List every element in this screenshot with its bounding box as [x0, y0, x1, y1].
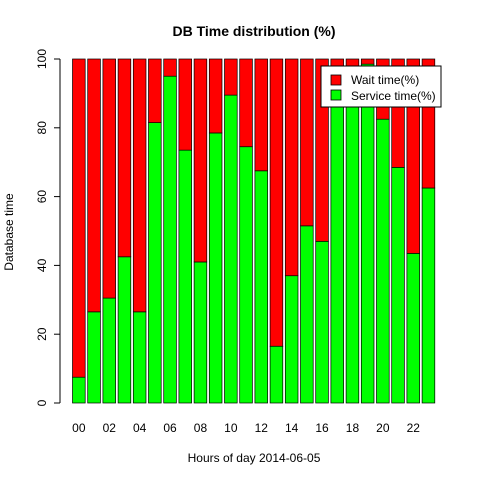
y-tick-label-40: 40: [35, 258, 49, 272]
bar-wait-time-07: [178, 58, 192, 151]
chart-title: DB Time distribution (%): [172, 23, 335, 39]
bar-wait-time-05: [148, 58, 162, 123]
x-tick-label-10: 10: [224, 421, 238, 435]
legend: Wait time(%) Service time(%): [320, 65, 442, 108]
bar-wait-time-12: [254, 58, 268, 172]
x-tick-label-02: 02: [103, 421, 117, 435]
x-tick-label-20: 20: [376, 421, 390, 435]
bar-wait-time-10: [224, 58, 238, 96]
bar-service-time-14: [284, 275, 299, 404]
bar-service-time-11: [239, 146, 253, 404]
bar-wait-time-11: [239, 58, 253, 148]
x-tick-label-00: 00: [72, 421, 86, 435]
x-tick-label-04: 04: [133, 421, 147, 435]
bar-wait-time-22: [406, 58, 420, 254]
x-axis-title: Hours of day 2014-06-05: [188, 451, 321, 465]
y-axis-title: Database time: [2, 193, 16, 271]
bar-service-time-23: [421, 187, 436, 404]
y-tick-label-60: 60: [35, 190, 49, 204]
bar-service-time-17: [330, 93, 344, 404]
bars-layer: [72, 58, 436, 404]
x-tick-label-12: 12: [255, 421, 269, 435]
bar-wait-time-06: [163, 58, 177, 77]
bar-service-time-19: [360, 63, 375, 404]
bar-service-time-03: [117, 256, 132, 404]
legend-swatch-wait-time: [330, 74, 342, 86]
bar-service-time-05: [148, 122, 162, 404]
x-tick-label-22: 22: [407, 421, 421, 435]
bar-wait-time-03: [117, 58, 132, 258]
x-tick-label-16: 16: [315, 421, 329, 435]
bar-wait-time-00: [72, 58, 86, 378]
bar-wait-time-04: [132, 58, 147, 313]
bar-wait-time-13: [269, 58, 284, 347]
bar-wait-time-01: [87, 58, 101, 313]
bar-service-time-01: [87, 311, 101, 404]
x-tick-label-06: 06: [163, 421, 177, 435]
y-tick-label-0: 0: [35, 399, 49, 406]
bar-service-time-20: [376, 118, 390, 404]
legend-label-wait-time: Wait time(%): [351, 73, 419, 87]
bar-wait-time-19: [360, 58, 375, 65]
bar-wait-time-08: [193, 58, 208, 263]
legend-swatch-service-time: [330, 89, 342, 101]
bar-service-time-22: [406, 253, 420, 404]
y-tick-label-80: 80: [35, 121, 49, 135]
bar-service-time-15: [300, 225, 314, 404]
x-tick-label-18: 18: [346, 421, 360, 435]
bar-wait-time-14: [284, 58, 299, 277]
bar-service-time-08: [193, 261, 208, 404]
bar-service-time-16: [315, 240, 329, 404]
bar-wait-time-15: [300, 58, 314, 227]
y-tick-label-20: 20: [35, 327, 49, 341]
bar-service-time-12: [254, 170, 268, 404]
bar-service-time-00: [72, 376, 86, 404]
bar-service-time-07: [178, 149, 192, 404]
bar-service-time-02: [102, 297, 116, 404]
bar-service-time-04: [132, 311, 147, 404]
bar-service-time-18: [345, 94, 360, 404]
bar-service-time-09: [208, 132, 223, 404]
bar-service-time-21: [391, 167, 405, 404]
bar-service-time-06: [163, 75, 177, 404]
x-tick-label-08: 08: [194, 421, 208, 435]
bar-service-time-13: [269, 345, 284, 404]
x-tick-label-14: 14: [285, 421, 299, 435]
bar-service-time-10: [224, 94, 238, 404]
bar-wait-time-09: [208, 58, 223, 134]
y-tick-label-100: 100: [35, 49, 49, 69]
axes-layer: 0 20 40 60 80 100 00 02 04 06 08 10 12 14 16 18 20 22: [35, 49, 420, 435]
legend-label-service-time: Service time(%): [351, 89, 436, 103]
bar-wait-time-02: [102, 58, 116, 299]
